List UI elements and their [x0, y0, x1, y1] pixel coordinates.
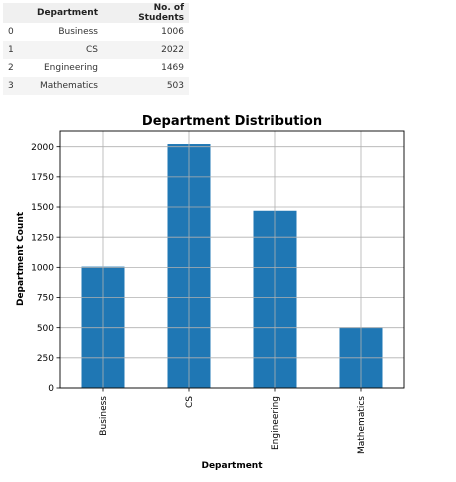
table-row: 1 CS 2022 [3, 41, 189, 59]
dataframe-table: Department No. of Students 0 Business 10… [3, 3, 189, 95]
table-row: 3 Mathematics 503 [3, 77, 189, 95]
row-department: Business [58, 27, 98, 37]
row-index: 0 [8, 27, 14, 37]
row-students: 2022 [103, 41, 189, 59]
row-index: 1 [3, 41, 23, 59]
y-tick-label: 250 [37, 354, 54, 364]
y-tick-label: 2000 [31, 143, 54, 153]
y-tick-label: 0 [48, 384, 54, 394]
y-axis-label: Department Count [16, 211, 26, 306]
row-index: 3 [3, 77, 23, 95]
department-header: Department [23, 3, 103, 23]
axes-frame [59, 130, 405, 389]
y-tick-label: 500 [37, 324, 54, 334]
table-row: 0 Business 1006 [3, 23, 189, 41]
row-department: CS [23, 41, 103, 59]
chart-title: Department Distribution [142, 114, 322, 129]
row-index: 2 [8, 63, 14, 73]
row-department: Mathematics [23, 77, 103, 95]
y-tick-label: 750 [37, 294, 54, 304]
table-header-row: Department No. of Students [3, 3, 189, 23]
x-tick-label: CS [185, 396, 195, 408]
x-tick-label: Business [99, 396, 109, 436]
x-tick-label: Engineering [271, 396, 281, 450]
y-tick-label: 1500 [31, 203, 54, 213]
table-row: 2 Engineering 1469 [3, 59, 189, 77]
students-header: No. of Students [103, 3, 189, 23]
row-students: 1006 [161, 27, 184, 37]
x-axis-label: Department [201, 461, 263, 471]
row-department: Engineering [44, 63, 98, 73]
index-header [3, 3, 23, 23]
y-tick-label: 1750 [31, 173, 54, 183]
y-tick-label: 1000 [31, 264, 54, 274]
x-tick-label: Mathematics [357, 396, 367, 454]
row-students: 1469 [161, 63, 184, 73]
row-students: 503 [103, 77, 189, 95]
plot-area: 0 250 500 750 1000 1250 1500 1750 2000 Business CS… [31, 130, 405, 454]
y-tick-label: 1250 [31, 233, 54, 243]
